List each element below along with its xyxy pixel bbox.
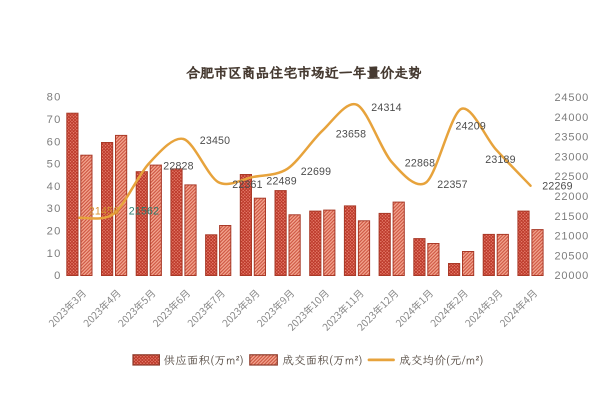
svg-text:20500: 20500 xyxy=(555,250,590,262)
svg-text:21000: 21000 xyxy=(555,231,590,243)
svg-text:70: 70 xyxy=(47,114,62,126)
svg-text:23000: 23000 xyxy=(555,151,590,163)
svg-text:60: 60 xyxy=(47,136,62,148)
svg-text:22500: 22500 xyxy=(555,171,590,183)
svg-text:22269: 22269 xyxy=(542,181,572,193)
svg-text:20: 20 xyxy=(47,226,62,238)
svg-text:40: 40 xyxy=(47,181,62,193)
svg-text:21562: 21562 xyxy=(129,205,159,217)
svg-text:23189: 23189 xyxy=(485,154,515,166)
svg-text:24500: 24500 xyxy=(555,92,590,104)
svg-text:22361: 22361 xyxy=(232,179,262,191)
svg-text:22000: 22000 xyxy=(555,191,590,203)
svg-text:21456: 21456 xyxy=(89,205,119,217)
svg-text:22489: 22489 xyxy=(266,175,296,187)
svg-text:23658: 23658 xyxy=(336,128,366,140)
svg-text:24314: 24314 xyxy=(371,102,401,114)
svg-text:21500: 21500 xyxy=(555,211,590,223)
svg-text:20000: 20000 xyxy=(555,270,590,282)
svg-text:22828: 22828 xyxy=(163,160,193,172)
svg-text:24209: 24209 xyxy=(455,121,485,133)
svg-text:50: 50 xyxy=(47,159,62,171)
svg-text:23450: 23450 xyxy=(200,135,230,147)
svg-text:22868: 22868 xyxy=(405,157,435,169)
svg-text:80: 80 xyxy=(47,92,62,104)
svg-text:22699: 22699 xyxy=(301,166,331,178)
svg-text:0: 0 xyxy=(54,270,61,282)
svg-text:23500: 23500 xyxy=(555,132,590,144)
svg-text:24000: 24000 xyxy=(555,112,590,124)
svg-text:22357: 22357 xyxy=(437,179,467,191)
svg-text:30: 30 xyxy=(47,203,62,215)
svg-text:10: 10 xyxy=(47,248,62,260)
